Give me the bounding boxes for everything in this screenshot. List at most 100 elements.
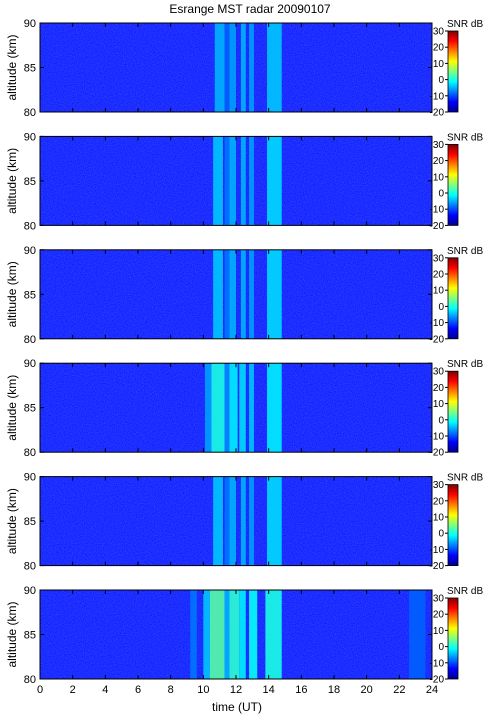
- x-tick-label: 18: [328, 684, 340, 696]
- colorbar-tick-label: 0: [438, 642, 444, 653]
- y-axis-label: altitude (km): [5, 148, 19, 214]
- colorbar-label: SNR dB: [447, 586, 483, 597]
- x-tick-label: 12: [230, 684, 242, 696]
- colorbar-tick-label: 10: [433, 399, 445, 410]
- x-tick-label: 6: [135, 684, 141, 696]
- colorbar-tick-label: 20: [433, 270, 445, 281]
- x-tick-label: 20: [361, 684, 373, 696]
- echo-band: [267, 23, 282, 112]
- echo-band: [240, 23, 246, 112]
- colorbar-tick-label: -20: [430, 108, 445, 119]
- echo-band: [229, 136, 236, 226]
- echo-band: [190, 590, 197, 679]
- y-axis-label: altitude (km): [5, 375, 19, 441]
- colorbar-tick-label: -20: [430, 675, 445, 686]
- echo-band: [229, 590, 240, 679]
- y-tick-label: 85: [24, 403, 36, 415]
- radar-panel: 80 85 90 altitude (km) SNR dB -20 -10 0 10 20 30: [5, 245, 483, 346]
- colorbar: [447, 143, 459, 226]
- radar-panel: 80 85 90 altitude (km) SNR dB -20 -10 0 10 20 30: [5, 131, 483, 232]
- echo-band: [267, 136, 282, 226]
- y-tick-label: 90: [24, 131, 36, 143]
- y-tick-label: 85: [24, 176, 36, 188]
- colorbar-label: SNR dB: [447, 473, 483, 484]
- radar-panel: 80 85 90 altitude (km) SNR dB -20 -10 0 10 20 30: [5, 585, 483, 686]
- y-tick-label: 90: [24, 358, 36, 370]
- colorbar-tick-label: -20: [430, 221, 445, 232]
- y-axis-label: altitude (km): [5, 601, 19, 667]
- colorbar-tick-label: 0: [438, 302, 444, 313]
- colorbar-tick-label: 30: [433, 253, 445, 264]
- figure-title: Esrange MST radar 20090107: [169, 2, 331, 16]
- colorbar-tick-label: -10: [430, 658, 445, 669]
- echo-band: [265, 590, 282, 679]
- colorbar-tick-label: 10: [433, 59, 445, 70]
- echo-band: [267, 476, 282, 566]
- y-tick-label: 85: [24, 289, 36, 301]
- echo-band: [204, 363, 212, 453]
- colorbar-tick-label: 0: [438, 189, 444, 200]
- colorbar-tick-label: -10: [430, 318, 445, 329]
- colorbar-label: SNR dB: [447, 19, 483, 30]
- colorbar-tick-label: 10: [433, 286, 445, 297]
- x-tick-label: 2: [70, 684, 76, 696]
- x-tick-label: 24: [426, 684, 438, 696]
- echo-band: [224, 363, 230, 453]
- colorbar: [447, 257, 459, 340]
- echo-band: [239, 363, 246, 453]
- colorbar-tick-label: 0: [438, 415, 444, 426]
- echo-band: [267, 363, 282, 453]
- colorbar-tick-label: 30: [433, 367, 445, 378]
- colorbar: [447, 484, 459, 567]
- echo-band: [249, 363, 254, 453]
- echo-band: [224, 23, 230, 112]
- echo-band: [213, 136, 223, 226]
- echo-band: [213, 476, 223, 566]
- radar-panel: 80 85 90 altitude (km) SNR dB -20 -10 0 10 20 30: [5, 18, 483, 119]
- x-axis-label: time (UT): [212, 700, 262, 714]
- echo-band: [240, 136, 246, 226]
- colorbar: [447, 30, 459, 113]
- y-tick-label: 90: [24, 472, 36, 484]
- y-axis-label: altitude (km): [5, 34, 19, 100]
- colorbar-tick-label: 10: [433, 172, 445, 183]
- echo-band: [239, 590, 246, 679]
- echo-band: [240, 476, 246, 566]
- colorbar-tick-label: 20: [433, 43, 445, 54]
- y-tick-label: 80: [24, 561, 36, 573]
- colorbar-tick-label: -10: [430, 432, 445, 443]
- x-tick-label: 22: [393, 684, 405, 696]
- colorbar-tick-label: 20: [433, 496, 445, 507]
- colorbar-tick-label: -20: [430, 334, 445, 345]
- colorbar-tick-label: 0: [438, 75, 444, 86]
- colorbar-label: SNR dB: [447, 246, 483, 257]
- y-tick-label: 80: [24, 447, 36, 459]
- y-tick-label: 90: [24, 585, 36, 597]
- colorbar-tick-label: 10: [433, 513, 445, 524]
- echo-band: [229, 249, 236, 339]
- echo-band: [214, 23, 225, 112]
- echo-band: [249, 476, 254, 566]
- colorbar-tick-label: 30: [433, 480, 445, 491]
- x-tick-label: 0: [37, 684, 43, 696]
- echo-band: [213, 249, 223, 339]
- x-tick-label: 14: [263, 684, 275, 696]
- x-tick-label: 10: [197, 684, 209, 696]
- x-tick-label: 8: [168, 684, 174, 696]
- echo-band: [249, 249, 254, 339]
- y-tick-label: 85: [24, 63, 36, 75]
- colorbar-tick-label: 30: [433, 594, 445, 605]
- colorbar-tick-label: -10: [430, 205, 445, 216]
- echo-band: [240, 249, 246, 339]
- echo-band: [224, 249, 230, 339]
- y-tick-label: 90: [24, 18, 36, 30]
- colorbar-label: SNR dB: [447, 359, 483, 370]
- x-tick-label: 16: [295, 684, 307, 696]
- panels-group: 80 85 90 altitude (km) SNR dB -20 -10 0 10 20 30 80…: [5, 18, 483, 686]
- colorbar-tick-label: 30: [433, 27, 445, 38]
- echo-band: [224, 476, 230, 566]
- y-axis-label: altitude (km): [5, 261, 19, 327]
- echo-band: [249, 590, 258, 679]
